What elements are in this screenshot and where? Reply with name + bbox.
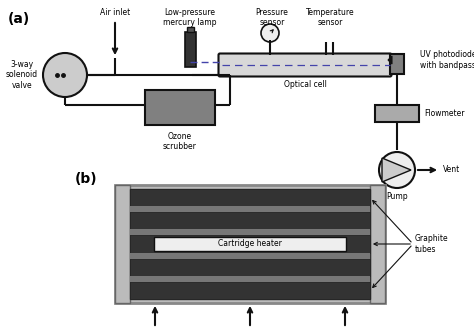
Circle shape xyxy=(261,24,279,42)
Text: UV photodiode
with bandpass filter: UV photodiode with bandpass filter xyxy=(420,50,474,70)
Text: Air inlet: Air inlet xyxy=(100,8,130,17)
Bar xyxy=(115,185,385,303)
Bar xyxy=(185,32,196,67)
Bar xyxy=(130,229,370,235)
Bar xyxy=(130,235,370,253)
Text: Temperature
sensor: Temperature sensor xyxy=(306,8,354,27)
FancyBboxPatch shape xyxy=(219,54,392,76)
Text: Vent: Vent xyxy=(443,166,460,174)
Bar xyxy=(130,189,370,206)
Text: 3-way
solenoid
valve: 3-way solenoid valve xyxy=(6,60,38,90)
Bar xyxy=(375,105,419,122)
Text: Pressure
sensor: Pressure sensor xyxy=(255,8,289,27)
Bar xyxy=(130,282,370,299)
FancyBboxPatch shape xyxy=(154,237,346,251)
Text: (b): (b) xyxy=(75,172,98,186)
Polygon shape xyxy=(382,158,411,182)
Bar xyxy=(390,54,404,74)
Bar xyxy=(130,253,370,259)
Text: Graphite
tubes: Graphite tubes xyxy=(415,234,448,254)
Text: Cartridge heater: Cartridge heater xyxy=(218,240,282,249)
Circle shape xyxy=(379,152,415,188)
Bar xyxy=(115,185,130,303)
Text: Pump: Pump xyxy=(386,192,408,201)
Bar xyxy=(370,185,385,303)
Bar xyxy=(130,259,370,276)
Text: Flowmeter: Flowmeter xyxy=(424,109,465,118)
Bar xyxy=(130,212,370,229)
Polygon shape xyxy=(388,56,392,64)
Bar xyxy=(145,90,215,125)
Bar xyxy=(187,27,194,32)
Bar xyxy=(130,276,370,282)
Text: Ozone
scrubber: Ozone scrubber xyxy=(163,132,197,151)
Text: Low-pressure
mercury lamp: Low-pressure mercury lamp xyxy=(163,8,217,27)
Circle shape xyxy=(43,53,87,97)
Text: Optical cell: Optical cell xyxy=(283,80,327,89)
Bar xyxy=(130,206,370,212)
Bar xyxy=(130,189,370,299)
Text: (a): (a) xyxy=(8,12,30,26)
